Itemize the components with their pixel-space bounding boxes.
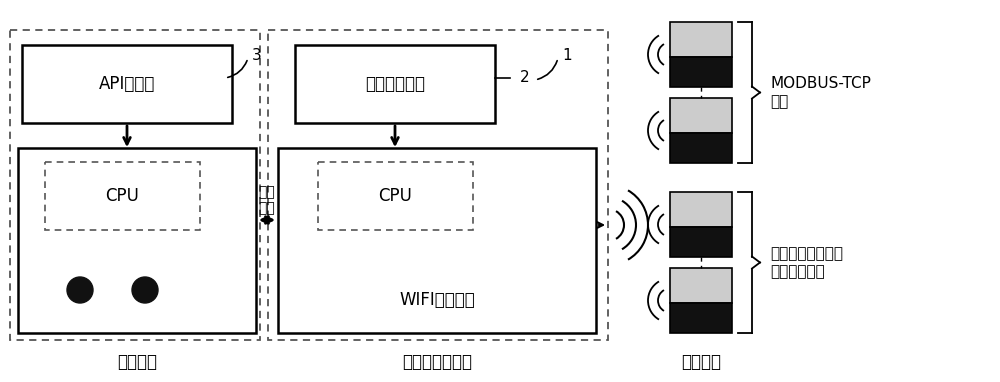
Text: 串行
通讯: 串行 通讯 — [259, 185, 275, 215]
Bar — [670, 57, 732, 87]
Bar — [18, 148, 256, 333]
Circle shape — [132, 277, 158, 303]
Text: 2: 2 — [520, 71, 530, 86]
Bar — [670, 133, 732, 163]
Text: 物联软件协议: 物联软件协议 — [365, 75, 425, 93]
Text: 数字仪表: 数字仪表 — [117, 353, 157, 371]
Bar — [670, 268, 732, 303]
Text: 1: 1 — [562, 47, 572, 63]
Bar — [268, 30, 608, 340]
Bar — [670, 192, 732, 227]
Bar — [670, 22, 732, 57]
Text: 网络设备: 网络设备 — [681, 353, 721, 371]
Text: 通用型物联模块: 通用型物联模块 — [402, 353, 472, 371]
Text: API函数库: API函数库 — [99, 75, 155, 93]
Bar — [318, 162, 473, 230]
Bar — [45, 162, 200, 230]
Text: MODBUS-TCP
协议: MODBUS-TCP 协议 — [770, 76, 871, 109]
Text: 私有物联交互协议
命令透传协议: 私有物联交互协议 命令透传协议 — [770, 246, 843, 279]
Bar — [670, 98, 732, 133]
Bar — [10, 30, 260, 340]
Bar — [278, 148, 596, 333]
Bar — [670, 227, 732, 257]
Bar — [22, 45, 232, 123]
Text: 3: 3 — [252, 47, 262, 63]
Circle shape — [67, 277, 93, 303]
Text: CPU: CPU — [105, 187, 139, 205]
Bar — [295, 45, 495, 123]
Text: WIFI通讯模块: WIFI通讯模块 — [399, 291, 475, 309]
Bar — [670, 303, 732, 333]
Text: CPU: CPU — [378, 187, 412, 205]
